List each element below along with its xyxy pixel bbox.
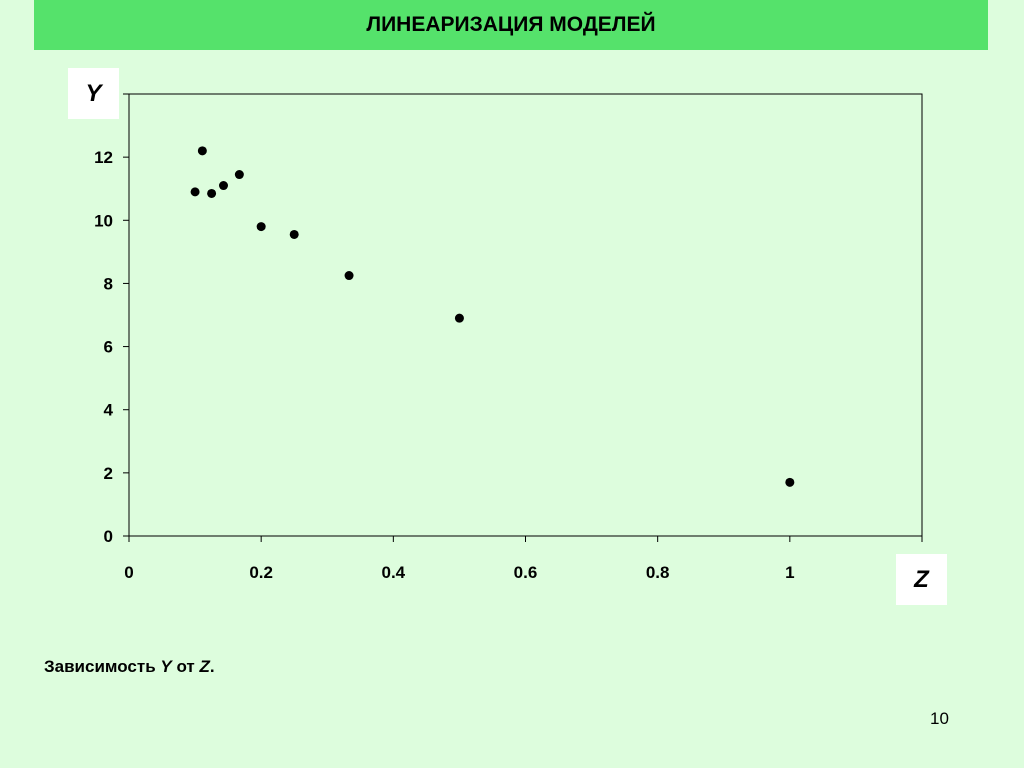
data-point [207,188,217,198]
slide-title: ЛИНЕАРИЗАЦИЯ МОДЕЛЕЙ [366,13,656,36]
x-axis: 0 0.2 0.4 0.6 0.8 1 [124,536,923,582]
x-tick-label: 0.6 [514,563,538,582]
title-bar: ЛИНЕАРИЗАЦИЯ МОДЕЛЕЙ [34,0,988,50]
y-axis-label-box: Y [68,68,119,119]
data-point [234,170,244,180]
x-axis-label: Z [914,565,929,593]
x-axis-label-box: Z [896,554,947,605]
y-axis: 0 2 4 6 8 10 12 [94,93,129,546]
x-tick-label: 0.8 [646,563,670,582]
data-point [256,222,266,232]
y-tick-label: 2 [104,464,113,483]
caption-z: Z [199,657,210,676]
y-tick-label: 0 [104,527,113,546]
data-point [197,146,207,156]
figure-caption: Зависимость Y от Z. [44,657,215,677]
caption-y: Y [160,657,172,676]
x-tick-label: 0.2 [249,563,273,582]
x-tick-label: 0 [124,563,133,582]
data-point [218,181,228,191]
plot-area [128,93,923,537]
page-number: 10 [930,709,949,728]
y-tick-label: 8 [104,274,113,293]
caption-prefix: Зависимость [44,657,161,676]
y-tick-label: 10 [94,211,113,230]
x-tick-label: 0.4 [382,563,406,582]
caption-suffix: . [209,657,215,676]
data-points [190,146,795,487]
y-tick-label: 12 [94,148,113,167]
y-tick-label: 6 [104,338,113,357]
data-point [190,187,200,197]
y-axis-label: Y [85,79,102,107]
caption-middle: от [171,657,200,676]
data-point [785,477,795,487]
data-point [344,271,354,281]
data-point [289,229,299,239]
data-point [454,313,464,323]
y-tick-label: 4 [104,401,114,420]
x-tick-label: 1 [785,563,794,582]
